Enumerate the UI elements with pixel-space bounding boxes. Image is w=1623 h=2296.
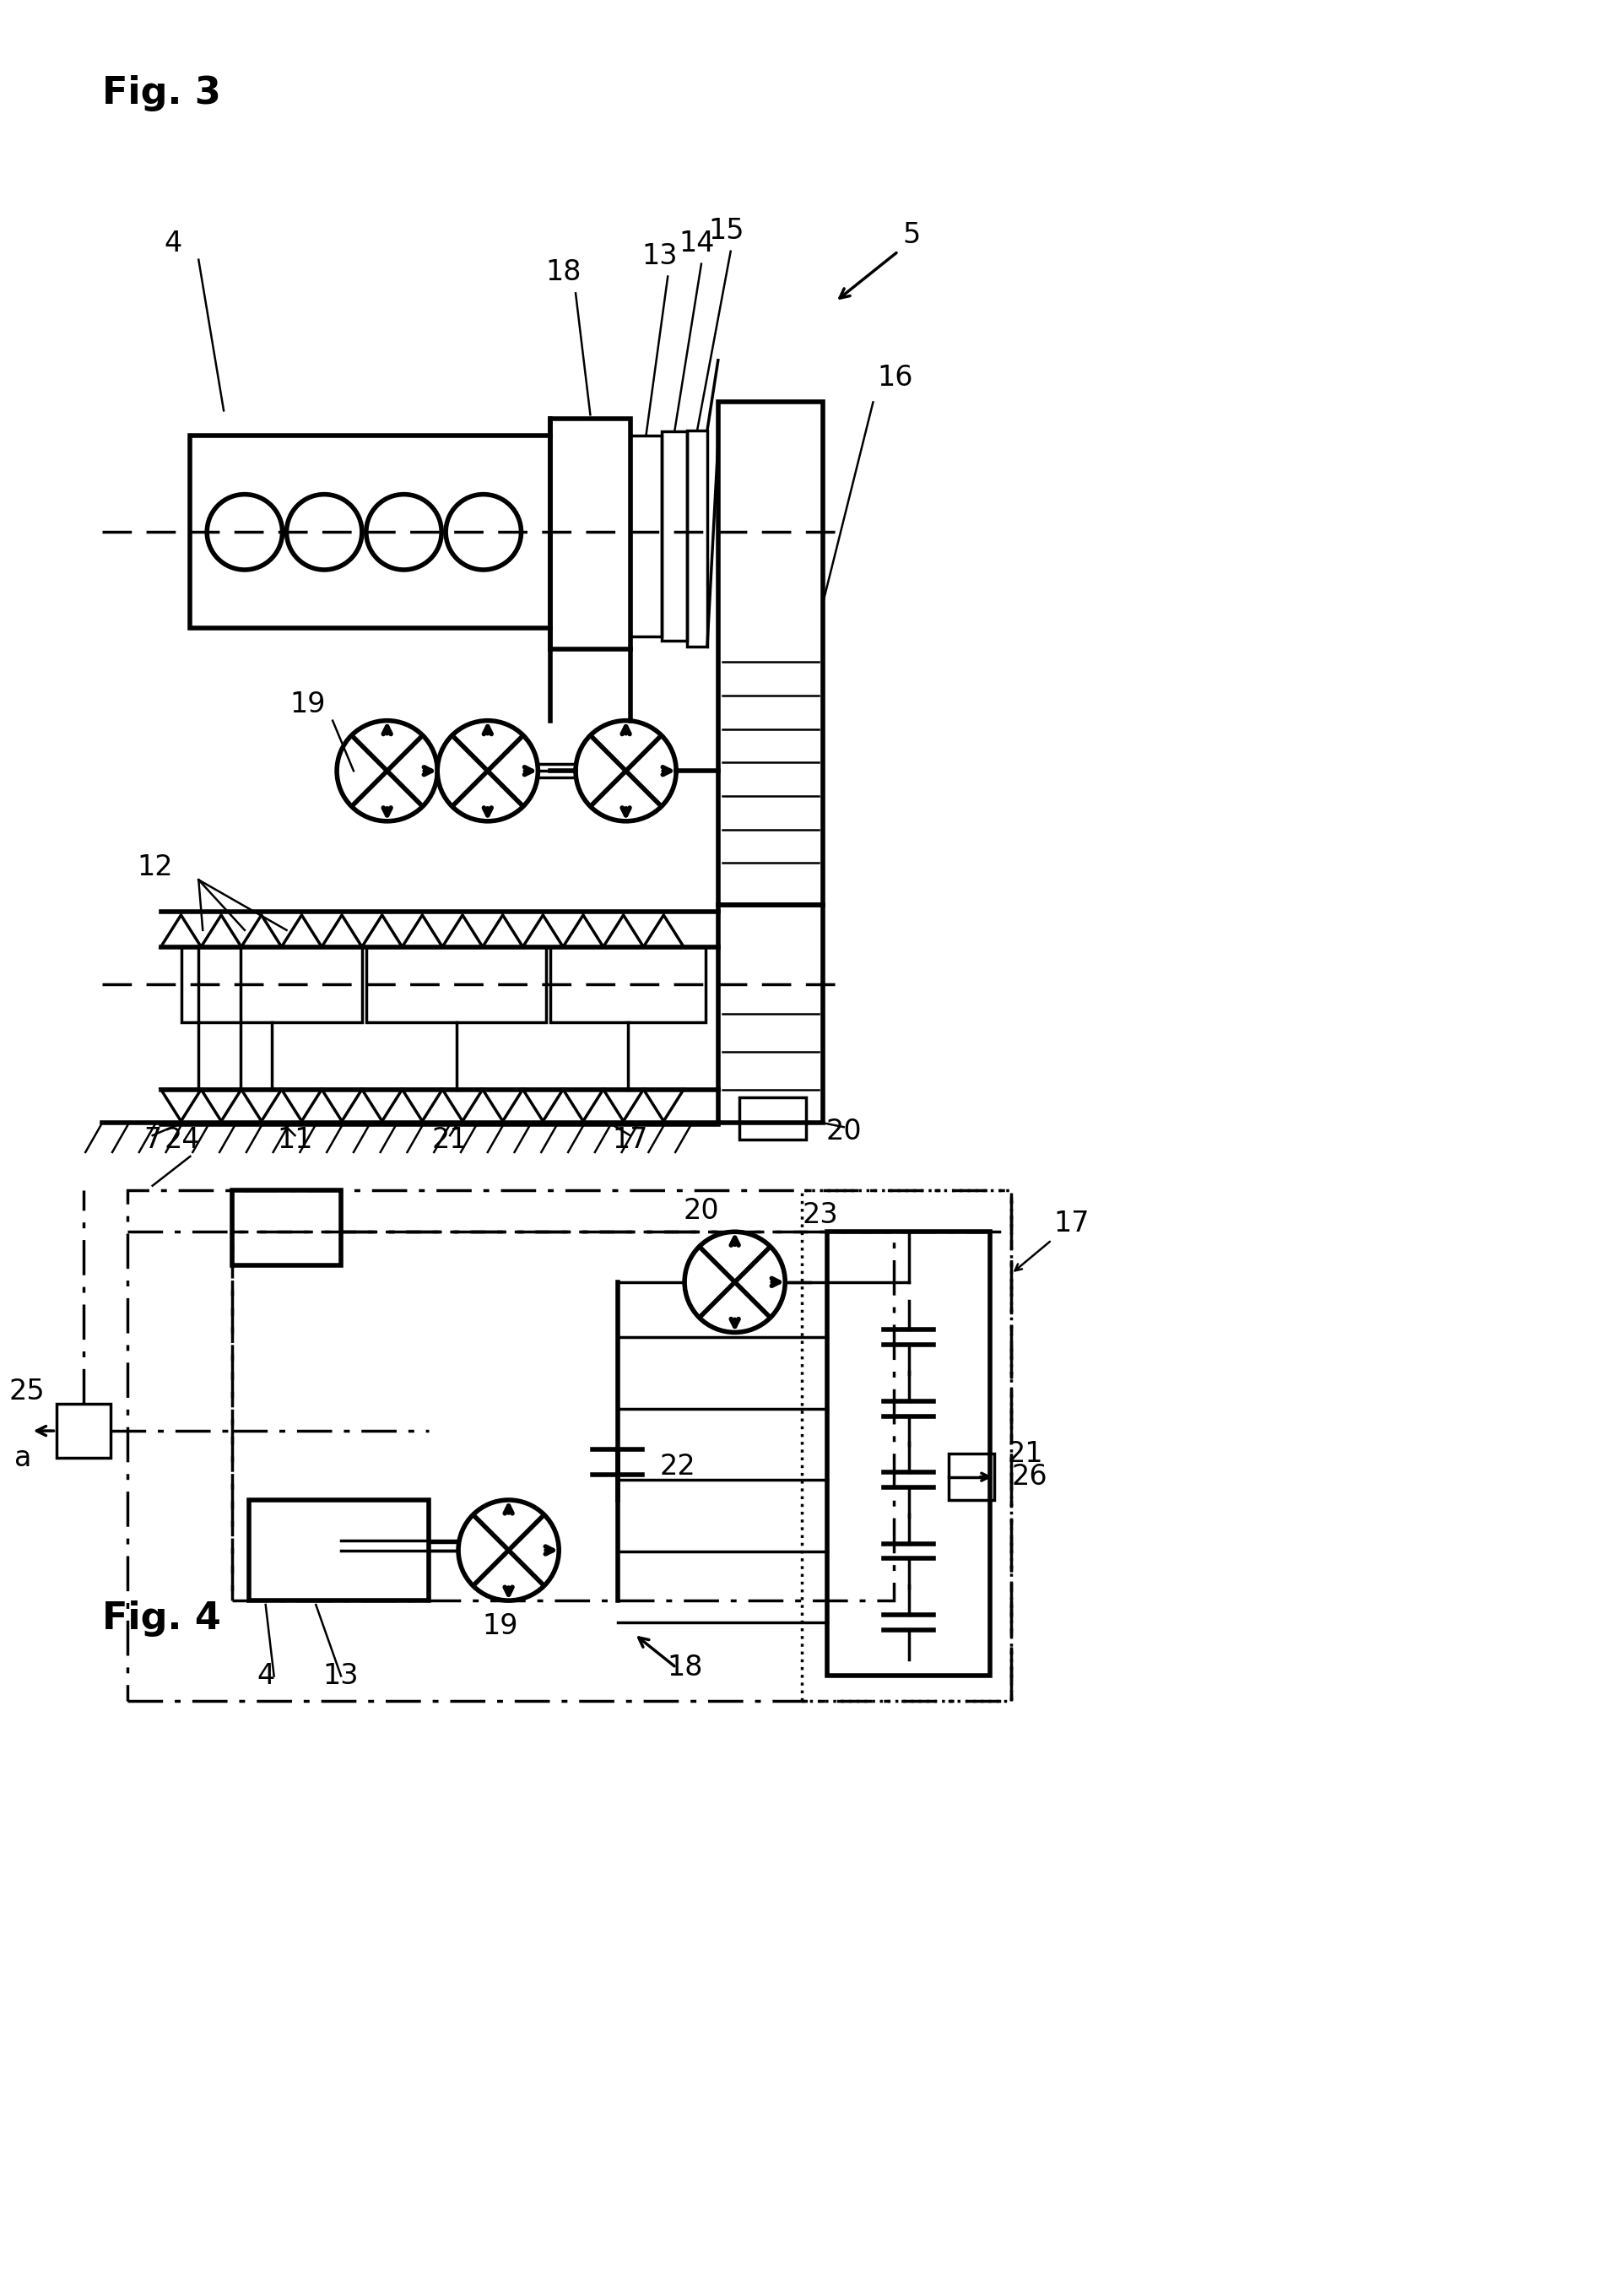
Text: 11: 11 [278, 1125, 313, 1155]
Text: 20: 20 [683, 1196, 719, 1226]
Bar [198, 946, 240, 1088]
Bar [248, 1499, 428, 1600]
Bar [190, 436, 550, 629]
Text: 16: 16 [878, 363, 914, 390]
Text: 17: 17 [1014, 1210, 1089, 1270]
Bar [687, 432, 708, 647]
Text: 15: 15 [709, 216, 745, 246]
Bar [127, 1189, 1011, 1701]
Bar [367, 946, 547, 1022]
Text: 20: 20 [826, 1118, 862, 1146]
Bar [802, 1189, 1011, 1701]
Text: 21: 21 [1008, 1440, 1044, 1467]
Text: 13: 13 [323, 1662, 359, 1690]
Bar [738, 1097, 807, 1139]
Text: 24: 24 [164, 1125, 200, 1155]
Bar [232, 1189, 341, 1265]
Text: a: a [15, 1444, 31, 1472]
Bar [828, 1231, 990, 1676]
Text: 5: 5 [902, 220, 920, 248]
Bar [662, 432, 687, 641]
Text: 19: 19 [482, 1612, 518, 1639]
Text: 23: 23 [802, 1201, 837, 1228]
Bar [630, 436, 662, 636]
Text: 18: 18 [545, 259, 581, 287]
Text: 13: 13 [641, 241, 677, 271]
Text: Fig. 4: Fig. 4 [102, 1600, 221, 1637]
Bar [550, 418, 630, 650]
Text: 22: 22 [659, 1453, 696, 1481]
Bar [182, 946, 362, 1022]
Text: 18: 18 [667, 1653, 703, 1683]
Bar [717, 905, 823, 1123]
Text: 7: 7 [143, 1125, 161, 1155]
Text: 25: 25 [8, 1378, 45, 1405]
Bar [232, 1231, 894, 1600]
Text: 17: 17 [612, 1125, 648, 1155]
Text: Fig. 3: Fig. 3 [102, 76, 221, 113]
Text: 12: 12 [138, 854, 174, 882]
Text: 4: 4 [256, 1662, 274, 1690]
Text: 19: 19 [289, 691, 326, 719]
Text: 14: 14 [678, 230, 716, 257]
Bar [57, 1403, 110, 1458]
Text: 4: 4 [164, 230, 182, 257]
Bar [717, 402, 823, 905]
Text: 26: 26 [1011, 1463, 1047, 1490]
Bar [948, 1453, 995, 1499]
Bar [550, 946, 706, 1022]
Text: 21: 21 [432, 1125, 467, 1155]
